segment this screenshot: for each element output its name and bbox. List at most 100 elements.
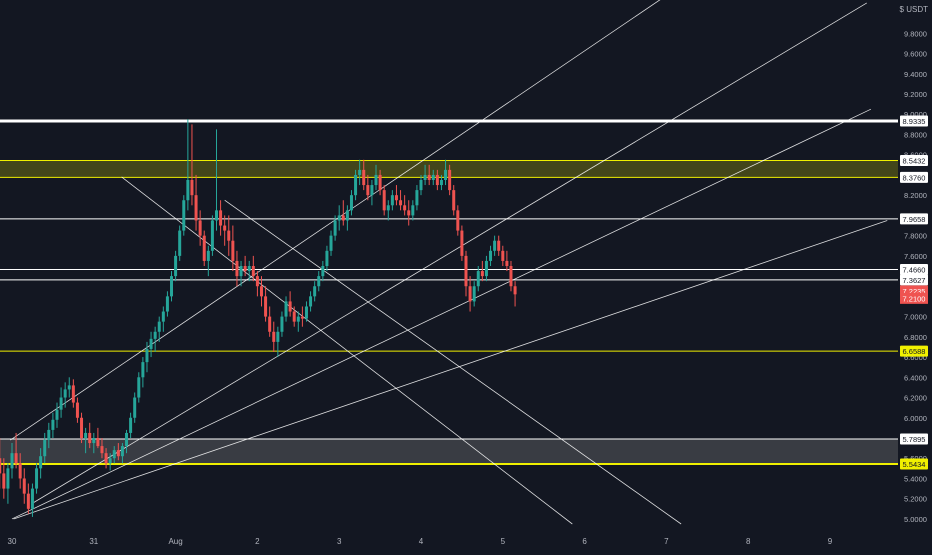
candle-body (476, 271, 480, 287)
candle-body (419, 180, 423, 191)
candle-body (427, 174, 431, 180)
candle-1 (2, 458, 6, 499)
candle-body (374, 174, 378, 186)
candle-2 (6, 463, 10, 504)
candle-body (358, 169, 362, 175)
y-tick-label: 7.8000 (904, 232, 927, 241)
candle-body (149, 338, 153, 349)
candle-body (43, 440, 47, 457)
candle-body (435, 174, 439, 186)
candle-106 (431, 169, 435, 186)
candle-body (394, 195, 398, 201)
badge-bg (900, 115, 928, 127)
candle-38 (153, 326, 157, 352)
candle-body (489, 250, 493, 261)
candle-11 (43, 432, 47, 464)
price-line-badge: 8.9335 (900, 115, 928, 127)
candle-34 (137, 372, 141, 403)
candle-112 (456, 205, 460, 236)
candle-37 (149, 331, 153, 358)
candle-28 (112, 446, 116, 464)
candle-87 (354, 169, 358, 201)
candle-27 (108, 453, 112, 471)
candle-59 (239, 260, 243, 287)
candle-body (268, 316, 272, 332)
candle-body (386, 205, 390, 211)
candle-100 (407, 200, 411, 226)
candle-body (100, 446, 104, 454)
candle-body (14, 453, 18, 464)
price-line-badge: 8.5432 (900, 154, 928, 166)
candle-body (210, 220, 214, 251)
candle-47 (190, 124, 194, 206)
candle-72 (292, 306, 296, 327)
candle-4 (14, 432, 18, 469)
candle-65 (264, 286, 268, 322)
candle-36 (145, 341, 149, 373)
candle-44 (178, 225, 182, 261)
candle-body (272, 331, 276, 342)
candle-body (75, 402, 79, 418)
candle-body (337, 215, 341, 221)
candle-body (464, 255, 468, 287)
candle-body (137, 377, 141, 398)
candle-98 (399, 190, 403, 211)
candle-63 (255, 271, 259, 297)
candle-83 (337, 205, 341, 231)
candle-body (170, 276, 174, 297)
candle-9 (35, 463, 39, 494)
y-tick-label: 9.8000 (904, 29, 927, 38)
candle-body (112, 450, 116, 459)
candle-body (333, 220, 337, 236)
candle-body (378, 174, 382, 191)
candle-body (370, 185, 374, 196)
candle-104 (423, 164, 427, 186)
y-tick-label: 7.0000 (904, 313, 927, 322)
candle-66 (268, 306, 272, 337)
time-axis[interactable]: 30 31 Aug 2 3 4 5 6 7 8 9 (8, 537, 833, 546)
candle-25 (100, 438, 104, 459)
current-price-badge: 7.2100 (900, 292, 928, 304)
badge-label: 5.5434 (903, 460, 926, 469)
candle-60 (243, 255, 247, 277)
candle-body (313, 286, 317, 297)
candle-43 (174, 250, 178, 282)
candle-body (321, 266, 325, 277)
candle-55 (223, 215, 227, 246)
candle-52 (210, 215, 214, 256)
candle-body (480, 271, 484, 277)
candle-body (80, 417, 84, 438)
candle-body (431, 174, 435, 180)
candle-56 (227, 215, 231, 256)
candle-33 (133, 392, 137, 423)
candle-61 (247, 260, 251, 282)
candle-body (108, 458, 112, 464)
candle-76 (309, 291, 313, 312)
candle-body (215, 210, 218, 221)
candle-6 (22, 468, 26, 504)
y-tick-label: 5.2000 (904, 495, 927, 504)
badge-label: 7.4660 (903, 265, 926, 274)
candle-58 (235, 250, 239, 287)
candle-body (292, 311, 296, 322)
y-tick-label: 6.0000 (904, 414, 927, 423)
candle-84 (341, 200, 345, 226)
candle-80 (325, 245, 329, 272)
candle-0 (0, 438, 2, 489)
candle-125 (509, 260, 513, 292)
candle-body (63, 389, 67, 398)
candle-body (84, 432, 88, 438)
candle-45 (182, 195, 186, 236)
candle-body (18, 463, 22, 479)
price-line-badge: 7.9658 (900, 213, 928, 225)
candle-body (153, 331, 157, 339)
x-tick-label: Aug (168, 537, 182, 546)
candle-body (407, 210, 411, 216)
candle-35 (141, 357, 145, 388)
candle-body (345, 210, 349, 221)
candle-body (206, 250, 210, 261)
candle-body (423, 174, 427, 180)
x-tick-label: 4 (419, 537, 424, 546)
